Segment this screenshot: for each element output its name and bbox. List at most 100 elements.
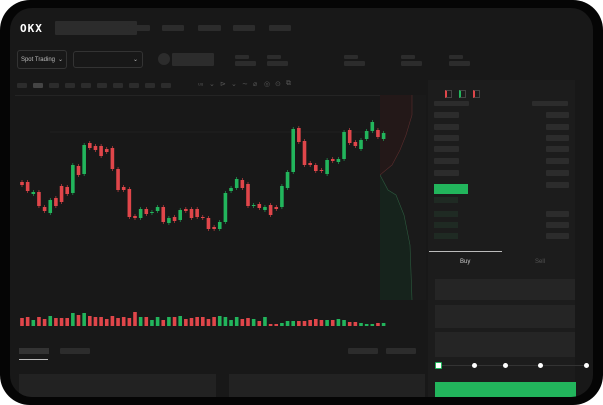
nav-item[interactable] — [162, 25, 184, 31]
candle — [206, 218, 211, 229]
nav-item[interactable] — [128, 25, 150, 31]
stat-value — [267, 61, 288, 66]
timeframe-button[interactable] — [33, 83, 43, 88]
candle — [59, 186, 64, 202]
timeframe-button[interactable] — [49, 83, 59, 88]
bid-price[interactable] — [434, 222, 458, 228]
ask-price[interactable] — [434, 135, 459, 141]
candle — [336, 159, 341, 162]
camera-icon[interactable]: ◎ — [264, 81, 271, 88]
timeframe-button[interactable] — [81, 83, 91, 88]
orderbook-asks-icon[interactable] — [473, 90, 480, 98]
nav-item[interactable] — [233, 25, 255, 31]
candle — [257, 204, 262, 208]
candle — [54, 198, 58, 206]
ask-price[interactable] — [434, 146, 459, 152]
pair-dropdown[interactable]: ⌄ — [73, 51, 143, 68]
orderbook-bids-icon[interactable] — [459, 90, 466, 98]
filter-button[interactable] — [386, 348, 416, 354]
nav-item[interactable] — [198, 25, 221, 31]
candle — [302, 141, 307, 165]
ask-price[interactable] — [434, 158, 459, 164]
bid-price[interactable] — [434, 211, 458, 217]
buy-button[interactable] — [435, 382, 576, 397]
volume-bar — [257, 321, 262, 326]
volume-bar — [20, 318, 24, 326]
depth-chart — [380, 95, 426, 300]
market-selector[interactable]: Spot Trading ⌄ — [17, 50, 67, 69]
ask-amount — [546, 124, 569, 130]
candle — [133, 216, 137, 218]
line-icon[interactable]: ∼ — [242, 81, 248, 88]
timeframe-button[interactable] — [97, 83, 107, 88]
timeframe-button[interactable] — [65, 83, 75, 88]
timeframe-button[interactable] — [129, 83, 139, 88]
volume-bar — [364, 324, 369, 326]
timeframe-button[interactable] — [17, 83, 27, 88]
timeframe-button[interactable] — [161, 83, 171, 88]
volume-bar — [314, 319, 318, 326]
slider-step[interactable] — [503, 363, 508, 368]
volume-bar — [234, 317, 239, 326]
amount-input[interactable] — [435, 305, 575, 328]
price-input[interactable] — [435, 279, 575, 300]
settings-icon[interactable]: ⊙ — [275, 81, 281, 88]
slider-step[interactable] — [472, 363, 477, 368]
ask-price[interactable] — [434, 124, 459, 130]
chevron-down-icon[interactable]: ⌄ — [231, 81, 237, 88]
volume-bar — [370, 324, 375, 326]
slider-track[interactable] — [438, 365, 588, 366]
volume-bar — [302, 321, 307, 326]
candle — [65, 187, 69, 194]
total-input[interactable] — [435, 332, 575, 357]
volume-bar — [99, 317, 103, 326]
filter-button[interactable] — [348, 348, 378, 354]
price-display — [172, 53, 214, 66]
volume-bar — [59, 318, 64, 326]
ask-price[interactable] — [434, 112, 459, 118]
candle — [150, 212, 154, 213]
volume-bar — [178, 316, 182, 326]
candle — [48, 200, 53, 213]
ruler-icon[interactable]: ⌀ — [253, 81, 258, 88]
volume-bar — [319, 320, 324, 326]
candle — [110, 148, 115, 169]
stat-value — [401, 61, 422, 66]
volume-bar — [138, 317, 143, 326]
volume-bar — [297, 321, 301, 326]
candle — [42, 207, 47, 211]
candlestick-chart[interactable] — [10, 8, 593, 397]
slider-handle[interactable] — [435, 362, 442, 369]
volume-bar — [229, 320, 233, 326]
search-bar[interactable] — [55, 21, 137, 35]
timeframe-button[interactable] — [113, 83, 123, 88]
ask-amount — [546, 170, 569, 176]
draw-icon[interactable]: ⊳ — [220, 81, 226, 88]
bid-price[interactable] — [434, 233, 458, 239]
tab-sell[interactable]: Sell — [535, 259, 546, 265]
volume-bar — [381, 323, 386, 326]
volume-bar — [263, 317, 267, 326]
candle — [223, 193, 228, 222]
candle — [325, 160, 329, 174]
candle — [347, 130, 352, 143]
ask-price[interactable] — [434, 170, 459, 176]
chevron-down-icon[interactable]: ⌄ — [209, 81, 215, 88]
slider-step[interactable] — [584, 363, 589, 368]
slider-step[interactable] — [538, 363, 543, 368]
ask-amount — [546, 158, 569, 164]
tab-history[interactable] — [60, 348, 90, 354]
candle — [184, 209, 188, 211]
indicator-icon[interactable]: ᵤᵤ — [198, 80, 204, 87]
volume-bar — [144, 317, 149, 326]
volume-bar — [167, 317, 171, 326]
fullscreen-icon[interactable]: ⧉ — [286, 80, 291, 87]
tab-buy[interactable]: Buy — [460, 259, 471, 265]
timeframe-button[interactable] — [145, 83, 155, 88]
bid-price[interactable] — [434, 197, 458, 203]
orderbook-both-icon[interactable] — [445, 90, 452, 98]
nav-item[interactable] — [269, 25, 291, 31]
tab-open-orders[interactable] — [19, 348, 49, 354]
ask-amount — [546, 135, 569, 141]
candle — [353, 142, 358, 146]
